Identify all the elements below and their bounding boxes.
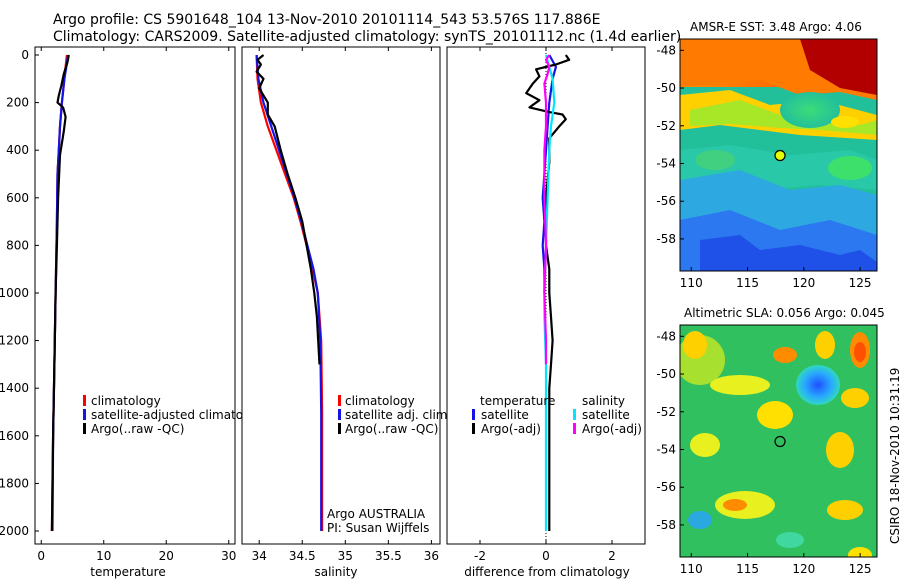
- lon-tick-label: 125: [849, 276, 872, 290]
- y-tick-label: 1600: [0, 429, 29, 443]
- series-argo-raw-qc: [50, 54, 70, 532]
- legend-swatch-climatology: [83, 395, 86, 406]
- x-tick-label: 0: [542, 549, 550, 563]
- legend-climatology: climatology: [345, 394, 415, 408]
- lat-tick-label: -54: [656, 442, 676, 456]
- series-salinity-argo-adj: [543, 54, 551, 365]
- x-tick-label: 20: [159, 549, 174, 563]
- x-tick-label: 2: [608, 549, 616, 563]
- salinity-xlabel: salinity: [314, 565, 357, 579]
- lon-tick-label: 110: [680, 562, 703, 576]
- x-tick-label: 10: [96, 549, 111, 563]
- legend-satellite-adj: satellite adj. clim.: [345, 408, 451, 422]
- y-tick-label: 200: [6, 96, 29, 110]
- legend-swatch-temp-argo: [472, 423, 475, 434]
- lat-tick-label: -56: [656, 194, 676, 208]
- x-tick-label: 35: [338, 549, 353, 563]
- lon-tick-label: 115: [736, 562, 759, 576]
- y-tick-label: 0: [21, 48, 29, 62]
- difference-panel: -2 0 2 difference from climatology tempera…: [446, 46, 646, 579]
- legend-argo: Argo(..raw -QC): [91, 422, 184, 436]
- y-tick-label: 1400: [0, 381, 29, 395]
- x-tick-label: 34.5: [289, 549, 316, 563]
- lat-tick-label: -54: [656, 156, 676, 170]
- sla-map: 110 115 120 125 -48 -50 -52 -54 -56 -58: [656, 324, 878, 576]
- temperature-xlabel: temperature: [90, 565, 165, 579]
- salinity-panel: 34 34.5 35 35.5 36 salinity climatology sate…: [241, 46, 451, 579]
- legend-swatch-argo: [83, 423, 86, 434]
- argo-float-marker: [774, 435, 786, 448]
- lon-tick-label: 120: [792, 276, 815, 290]
- legend-swatch-satellite: [338, 409, 341, 420]
- legend-temp-argo: Argo(-adj): [481, 422, 541, 436]
- x-tick-label: -2: [474, 549, 486, 563]
- temperature-panel: 0 10 20 30 0 200 400 600 800 1000 1200 1400 1600 180…: [0, 46, 269, 579]
- x-tick-label: 35.5: [375, 549, 402, 563]
- lat-tick-label: -52: [656, 119, 676, 133]
- lat-tick-label: -56: [656, 480, 676, 494]
- argo-float-marker: [774, 149, 786, 162]
- y-tick-label: 600: [6, 191, 29, 205]
- series-temperature-argo-adj: [525, 54, 571, 531]
- lat-tick-label: -58: [656, 518, 676, 532]
- title-line-2: Climatology: CARS2009. Satellite-adjuste…: [53, 29, 682, 45]
- legend-swatch-climatology: [338, 395, 341, 406]
- legend-satellite-adjusted: satellite-adjusted climatology: [91, 408, 269, 422]
- lon-tick-label: 125: [849, 562, 872, 576]
- lat-tick-label: -52: [656, 405, 676, 419]
- legend-swatch-argo: [338, 423, 341, 434]
- y-tick-label: 1800: [0, 476, 29, 490]
- lon-tick-label: 115: [736, 276, 759, 290]
- difference-legend: temperature satellite Argo(-adj) salinit…: [472, 394, 642, 436]
- y-tick-label: 1000: [0, 286, 29, 300]
- x-tick-label: 34: [252, 549, 267, 563]
- temperature-legend: climatology satellite-adjusted climatolo…: [83, 394, 269, 436]
- legend-temperature-title: temperature: [480, 394, 555, 408]
- legend-sal-argo: Argo(-adj): [582, 422, 642, 436]
- series-argo-raw-qc: [255, 54, 321, 365]
- lat-tick-label: -48: [656, 43, 676, 57]
- sla-map-frame: [679, 324, 878, 558]
- title-line-1: Argo profile: CS 5901648_104 13-Nov-2010…: [53, 12, 601, 28]
- legend-sal-satellite: satellite: [582, 408, 630, 422]
- y-tick-label: 1200: [0, 334, 29, 348]
- y-tick-label: 2000: [0, 524, 29, 538]
- legend-argo: Argo(..raw -QC): [345, 422, 438, 436]
- lat-tick-label: -50: [656, 367, 676, 381]
- lon-tick-label: 120: [792, 562, 815, 576]
- x-tick-label: 36: [424, 549, 439, 563]
- sst-map: 110 115 120 125 -48 -50 -52 -54 -56 -58: [656, 38, 878, 290]
- difference-xlabel: difference from climatology: [464, 565, 630, 579]
- legend-climatology: climatology: [91, 394, 161, 408]
- salinity-legend: climatology satellite adj. clim. Argo(..…: [338, 394, 451, 436]
- lat-tick-label: -48: [656, 329, 676, 343]
- legend-salinity-title: salinity: [582, 394, 625, 408]
- lat-tick-label: -58: [656, 232, 676, 246]
- x-tick-label: 30: [221, 549, 236, 563]
- y-tick-label: 800: [6, 238, 29, 252]
- temperature-axes-box: [34, 46, 236, 545]
- argo-pi-label: PI: Susan Wijffels: [327, 521, 429, 535]
- legend-swatch-sal-satellite: [573, 409, 576, 420]
- sla-map-title: Altimetric SLA: 0.056 Argo: 0.045: [684, 306, 885, 320]
- timestamp-label: CSIRO 18-Nov-2010 10:31:19: [888, 367, 900, 544]
- lat-tick-label: -50: [656, 81, 676, 95]
- y-tick-label: 400: [6, 143, 29, 157]
- lon-tick-label: 110: [680, 276, 703, 290]
- x-tick-label: 0: [37, 549, 45, 563]
- sst-map-frame: [679, 38, 878, 272]
- legend-swatch-satellite: [83, 409, 86, 420]
- legend-swatch-sal-argo: [573, 423, 576, 434]
- sst-map-title: AMSR-E SST: 3.48 Argo: 4.06: [690, 20, 862, 34]
- legend-swatch-temp-satellite: [472, 409, 475, 420]
- legend-temp-satellite: satellite: [481, 408, 529, 422]
- argo-program-label: Argo AUSTRALIA: [327, 507, 426, 521]
